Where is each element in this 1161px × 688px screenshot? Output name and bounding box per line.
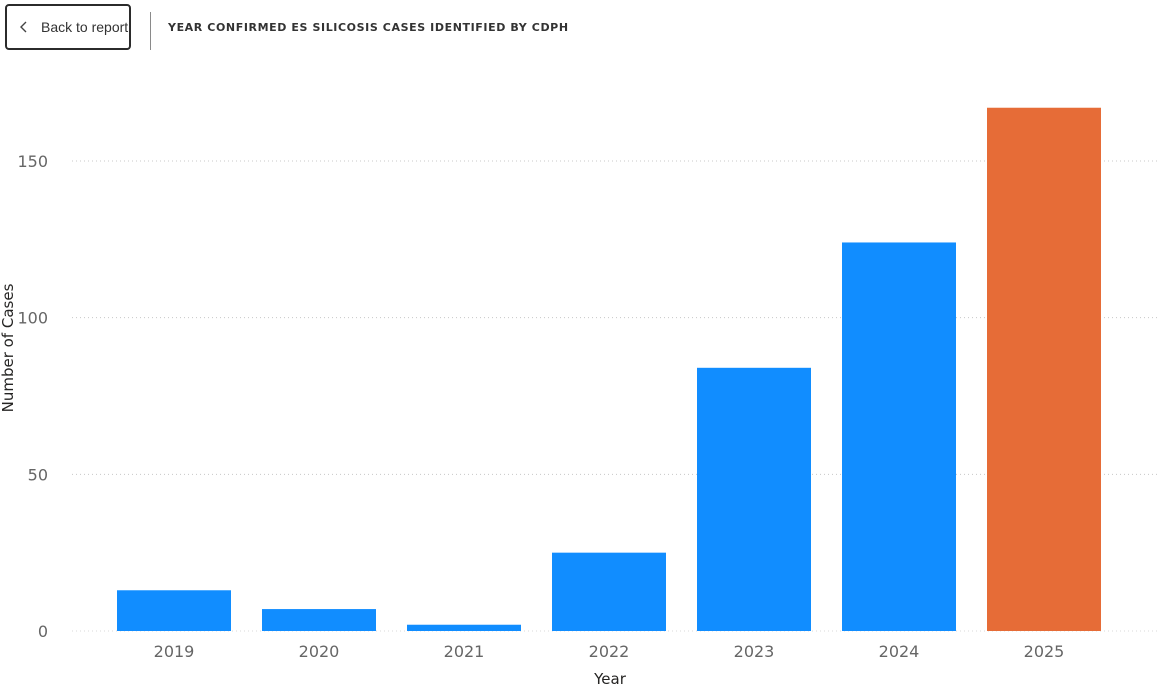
y-tick-label: 0 <box>38 622 48 641</box>
x-tick-label: 2020 <box>299 642 340 661</box>
header-bar: Back to report YEAR CONFIRMED ES SILICOS… <box>0 0 1161 58</box>
back-to-report-button[interactable]: Back to report <box>5 4 131 50</box>
bar-2022 <box>552 552 666 631</box>
header-divider <box>150 12 151 50</box>
y-axis-title: Number of Cases <box>0 283 17 412</box>
bar-2025 <box>987 107 1101 631</box>
x-tick-label: 2025 <box>1024 642 1065 661</box>
visual-title: YEAR CONFIRMED ES SILICOSIS CASES IDENTI… <box>168 21 569 34</box>
x-tick-label: 2022 <box>589 642 630 661</box>
back-to-report-label: Back to report <box>41 19 129 35</box>
x-axis-title: Year <box>593 670 627 688</box>
x-tick-label: 2023 <box>734 642 775 661</box>
bar-2021 <box>407 624 521 631</box>
chevron-left-icon <box>13 20 35 34</box>
bar-2020 <box>262 609 376 631</box>
y-tick-label: 50 <box>28 465 48 484</box>
bar-2024 <box>842 242 956 631</box>
x-tick-label: 2024 <box>879 642 920 661</box>
bar-2023 <box>697 367 811 631</box>
y-tick-label: 100 <box>17 309 48 328</box>
x-tick-label: 2019 <box>154 642 195 661</box>
y-tick-label: 150 <box>17 152 48 171</box>
bar-chart: 0 50 100 150 2019 2020 2021 2022 2023 2024 2025 Yea… <box>0 107 1160 688</box>
x-tick-label: 2021 <box>444 642 485 661</box>
bar-2019 <box>117 590 231 631</box>
